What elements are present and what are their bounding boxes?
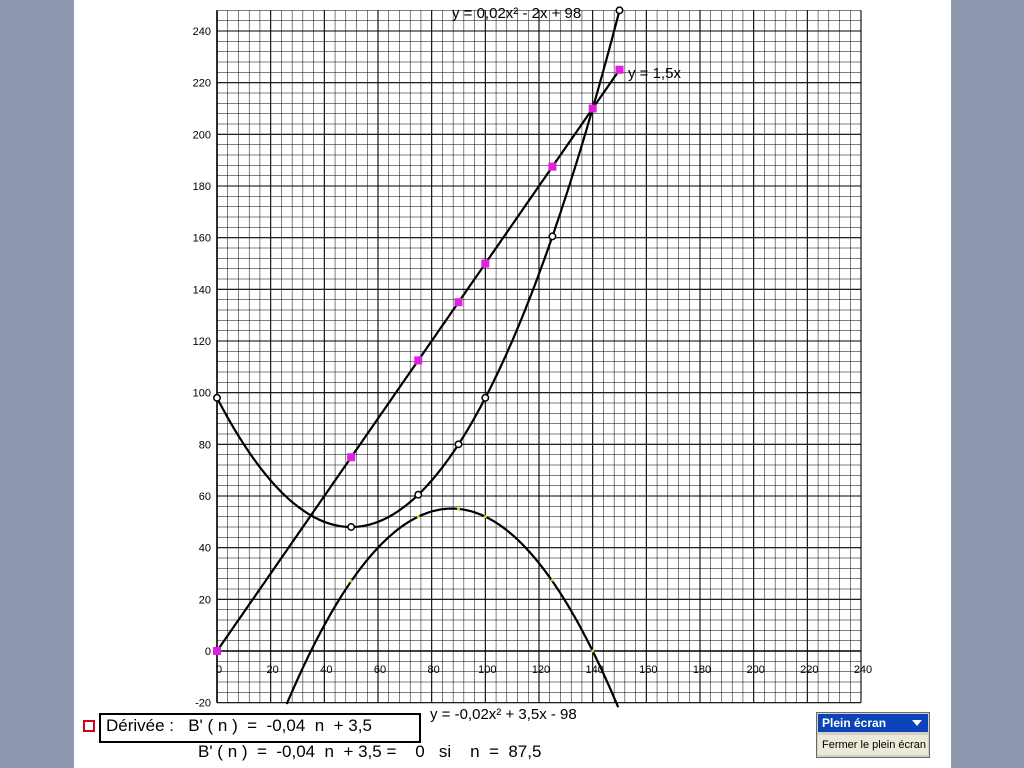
- slide-page: -20 0 20 40 60 80 100 120 140 160 180 200 220 240 0 20 4…: [74, 0, 951, 768]
- data-point-circle: [454, 440, 463, 449]
- x-tick-label: 240: [854, 664, 872, 676]
- data-point-dot: [349, 579, 353, 583]
- y-tick-label: 100: [193, 388, 211, 400]
- y-tick-label: 140: [193, 284, 211, 296]
- data-point-circle: [414, 490, 423, 499]
- data-point-dot: [550, 578, 554, 582]
- data-point-square: [481, 259, 490, 268]
- derivative-box: [99, 713, 421, 743]
- y-tick-label: 180: [193, 181, 211, 193]
- fullscreen-title-bar[interactable]: Plein écran: [818, 714, 928, 732]
- x-tick-label: 80: [428, 664, 440, 676]
- data-point-circle: [213, 393, 221, 402]
- data-point-square: [213, 647, 221, 655]
- data-point-circle: [548, 232, 557, 241]
- y-tick-label: 220: [193, 78, 211, 90]
- close-fullscreen-button[interactable]: Fermer le plein écran: [818, 735, 928, 755]
- data-point-square: [414, 356, 423, 365]
- y-tick-label: 60: [199, 491, 211, 503]
- label-lower-parabola: y = -0,02x² + 3,5x - 98: [430, 706, 577, 723]
- y-tick-label: 240: [193, 26, 211, 38]
- y-tick-label: 40: [199, 543, 211, 555]
- data-point-circle: [615, 6, 624, 15]
- data-point-circle: [347, 523, 356, 531]
- fullscreen-toolbar: Plein écran Fermer le plein écran: [816, 712, 930, 758]
- data-point-dot: [416, 515, 420, 519]
- data-point-dot: [591, 649, 595, 653]
- y-tick-label: 120: [193, 336, 211, 348]
- tick-labels: -20 0 20 40 60 80 100 120 140 160 180 200 220 240 0 20 4…: [193, 26, 873, 710]
- x-tick-label: 60: [374, 664, 386, 676]
- y-tick-label: 20: [199, 594, 211, 606]
- chevron-down-icon[interactable]: [912, 720, 922, 726]
- data-point-dot: [483, 515, 487, 519]
- data-point-square: [588, 104, 597, 113]
- equation-labels: y = 0,02x² - 2x + 98 y = 1,5x y = -0,02x…: [430, 5, 681, 723]
- y-tick-label: 200: [193, 129, 211, 141]
- graph-chart: -20 0 20 40 60 80 100 120 140 160 180 200 220 240 0 20 4…: [193, 5, 873, 723]
- label-line: y = 1,5x: [628, 65, 681, 82]
- x-tick-label: 180: [693, 664, 711, 676]
- left-margin: [0, 0, 74, 768]
- series-curve: [285, 507, 620, 708]
- label-upper-parabola: y = 0,02x² - 2x + 98: [452, 5, 581, 22]
- y-tick-label: 160: [193, 233, 211, 245]
- x-tick-label: 160: [639, 664, 657, 676]
- x-tick-label: 20: [267, 664, 279, 676]
- y-tick-label: 80: [199, 439, 211, 451]
- x-tick-label: 120: [532, 664, 550, 676]
- y-tick-label: -20: [195, 698, 211, 710]
- x-tick-label: 0: [216, 664, 222, 676]
- data-point-square: [615, 65, 624, 74]
- data-point-dot: [457, 507, 460, 511]
- derivative-line-2: B' ( n ) = -0,04 n + 3,5 = 0 si n = 87,5: [198, 742, 542, 761]
- x-tick-label: 220: [800, 664, 818, 676]
- x-tick-label: 40: [320, 664, 332, 676]
- data-point-square: [454, 298, 463, 307]
- right-margin: [951, 0, 1024, 768]
- derivative-line-1: Dérivée : B' ( n ) = -0,04 n + 3,5: [106, 716, 372, 735]
- data-point-square: [347, 453, 356, 462]
- data-point-square: [548, 162, 557, 171]
- axes: [216, 10, 861, 703]
- x-tick-label: 100: [478, 664, 496, 676]
- y-tick-label: 0: [205, 646, 211, 658]
- data-point-circle: [481, 393, 490, 402]
- markers: [213, 6, 624, 655]
- x-tick-label: 200: [746, 664, 764, 676]
- fullscreen-title: Plein écran: [822, 716, 887, 730]
- bullet-icon: [83, 720, 95, 732]
